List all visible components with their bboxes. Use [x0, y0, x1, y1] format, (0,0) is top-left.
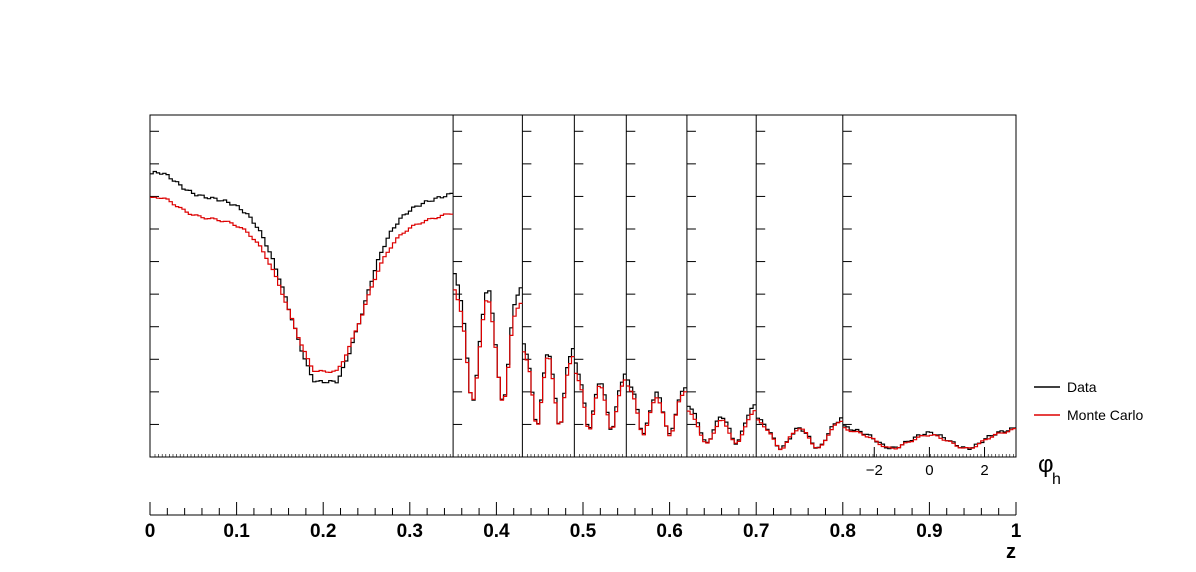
z-tick-label: 0.5	[570, 521, 597, 542]
z-axis: 0 0.1 0.2 0.3 0.4 0.5 0.6 0.7 0.8 0.9 1	[145, 502, 1022, 542]
legend-label: Data	[1067, 379, 1097, 395]
series-panel-6	[686, 404, 757, 445]
series-panel-1	[150, 170, 454, 384]
z-tick-label: 0.9	[916, 521, 942, 542]
series-panel-7	[756, 417, 843, 450]
z-axis-label: z	[1006, 541, 1016, 563]
series-panel-2	[453, 273, 523, 401]
legend-label: Monte Carlo	[1067, 407, 1143, 423]
z-tick-label: 0.3	[397, 521, 423, 542]
series-layer	[150, 170, 1016, 451]
z-tick-label: 0.4	[483, 521, 510, 542]
phi-axis: −2 0 2	[866, 447, 989, 479]
z-tick-label: 0.7	[743, 521, 769, 542]
series-panel-7	[756, 419, 843, 451]
series-panel-4	[574, 372, 627, 430]
series-panel-3	[522, 351, 575, 425]
plot-frame	[149, 114, 1017, 458]
legend: Data Monte Carlo	[1034, 379, 1143, 423]
series-panel-3	[522, 343, 575, 425]
phi-tick-label: 0	[925, 462, 933, 479]
phi-tick-label: 2	[980, 462, 988, 479]
series-panel-1	[150, 196, 454, 373]
series-panel-8	[842, 427, 1016, 450]
phi-axis-label: φ	[1038, 451, 1054, 478]
z-tick-label: 0.1	[223, 521, 250, 542]
series-monte-carlo	[150, 196, 1016, 451]
z-tick-label: 0.8	[830, 521, 856, 542]
z-tick-label: 0	[145, 521, 156, 542]
series-panel-5	[626, 385, 687, 437]
phi-tick-label: −2	[866, 462, 883, 479]
phi-axis-label-sub: h	[1052, 471, 1061, 488]
series-panel-2	[453, 289, 523, 401]
z-tick-label: 0.2	[310, 521, 336, 542]
z-tick-label: 1	[1011, 521, 1022, 542]
series-panel-6	[686, 410, 757, 444]
z-tick-label: 0.6	[656, 521, 682, 542]
